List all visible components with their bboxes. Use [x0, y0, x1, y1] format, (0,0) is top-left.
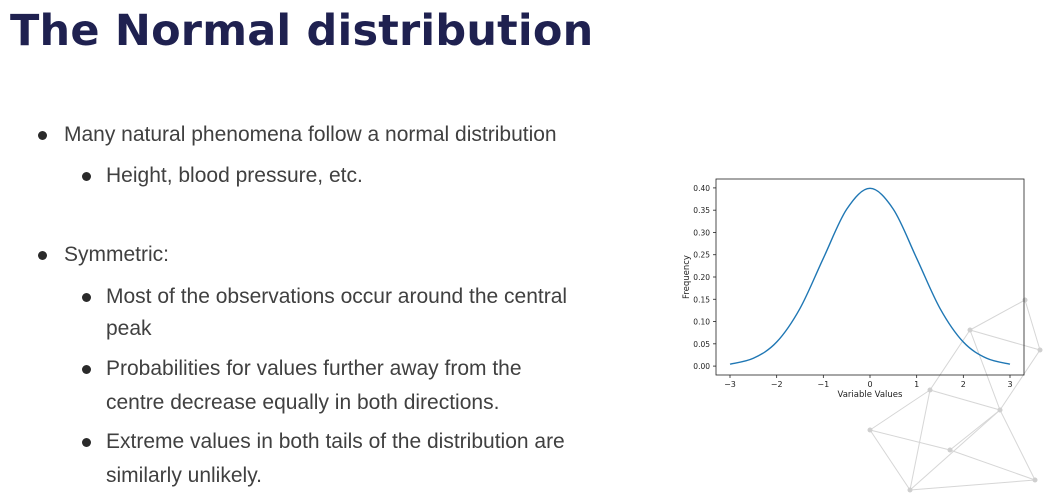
y-tick-label: 0.35: [693, 206, 710, 215]
bullet-2-2-line2: centre decrease equally in both directio…: [106, 391, 500, 414]
y-tick-label: 0.25: [693, 251, 710, 260]
series-line: [729, 187, 1011, 365]
y-tick-label: 0.20: [693, 273, 710, 282]
bullet-dot: [82, 438, 91, 447]
normal-distribution-chart: −3 −2 −1 0 1 2 3 0.00 0.05 0.10 0.15 0.20 0.25 0.30 0.…: [676, 175, 1036, 410]
bullet-dot: [38, 131, 47, 140]
bullet-list: Many natural phenomena follow a normal d…: [38, 123, 568, 487]
y-tick-label: 0.05: [693, 340, 710, 349]
y-axis-label: Frequency: [682, 255, 692, 299]
bullet-dot: [82, 365, 91, 374]
x-tick-label: 0: [867, 380, 872, 389]
bullet-1-1: Height, blood pressure, etc.: [106, 164, 363, 187]
bullet-dot: [82, 172, 91, 181]
slide-title: The Normal distribution: [10, 6, 594, 56]
bullet-1: Many natural phenomena follow a normal d…: [64, 123, 557, 146]
bullet-2-1-line1: Most of the observations occur around th…: [106, 285, 568, 308]
y-tick-label: 0.10: [693, 318, 710, 327]
bullet-2-3-line2: similarly unlikely.: [106, 464, 262, 487]
bullet-2-1-line2: peak: [106, 317, 152, 340]
bullet-2: Symmetric:: [64, 243, 169, 266]
x-tick-label: −3: [724, 380, 736, 389]
y-tick-label: 0.40: [693, 184, 710, 193]
y-tick-label: 0.30: [693, 228, 710, 237]
x-axis-label: Variable Values: [838, 390, 903, 400]
bullet-dot: [38, 251, 47, 260]
x-tick-label: −2: [771, 380, 783, 389]
x-tick-label: −1: [817, 380, 829, 389]
x-tick-label: 2: [961, 380, 966, 389]
y-tick-label: 0.00: [693, 362, 710, 371]
bullet-dot: [82, 293, 91, 302]
x-tick-label: 3: [1007, 380, 1012, 389]
x-tick-label: 1: [914, 380, 919, 389]
bullet-2-3-line1: Extreme values in both tails of the dist…: [106, 430, 565, 453]
network-decoration: [867, 297, 1043, 493]
bullet-2-2-line1: Probabilities for values further away fr…: [106, 357, 522, 380]
chart-svg: −3 −2 −1 0 1 2 3 0.00 0.05 0.10 0.15 0.20 0.25 0.30 0.…: [682, 178, 1025, 400]
plot-frame: [715, 178, 1025, 376]
y-tick-label: 0.15: [693, 295, 710, 304]
